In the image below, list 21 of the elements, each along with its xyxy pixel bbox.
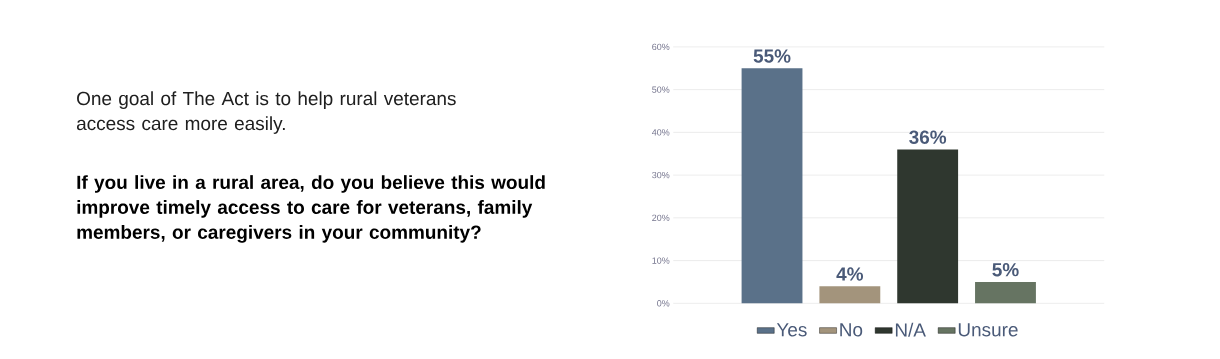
bar: [741, 68, 803, 304]
data-label: 5%: [992, 262, 1019, 277]
y-tick-label: 40%: [651, 129, 670, 136]
y-tick-label: 30%: [652, 171, 670, 179]
y-tick-label: 0%: [657, 300, 670, 307]
y-tick-label: 20%: [652, 214, 670, 221]
legend-label: N/A: [895, 322, 926, 337]
bar: [819, 286, 881, 304]
legend-label: No: [840, 323, 863, 337]
text: If you live in a rural area, do you believe this would improve timely access to care for veterans, family members, or caregivers in your community?: [77, 175, 545, 243]
data-label: 36%: [909, 130, 947, 144]
legend-label: Yes: [776, 323, 807, 337]
y-tick-label: 10%: [652, 257, 670, 264]
legend-label: Unsure: [958, 323, 1018, 337]
bar: [897, 149, 959, 304]
y-tick-label: 50%: [652, 86, 670, 93]
y-tick-label: 60%: [652, 43, 670, 50]
text: One goal of The Act is to help rural veterans access care more easily.: [76, 91, 456, 134]
data-label: 55%: [753, 49, 791, 63]
data-label: 4%: [836, 267, 864, 281]
bar: [975, 281, 1036, 304]
